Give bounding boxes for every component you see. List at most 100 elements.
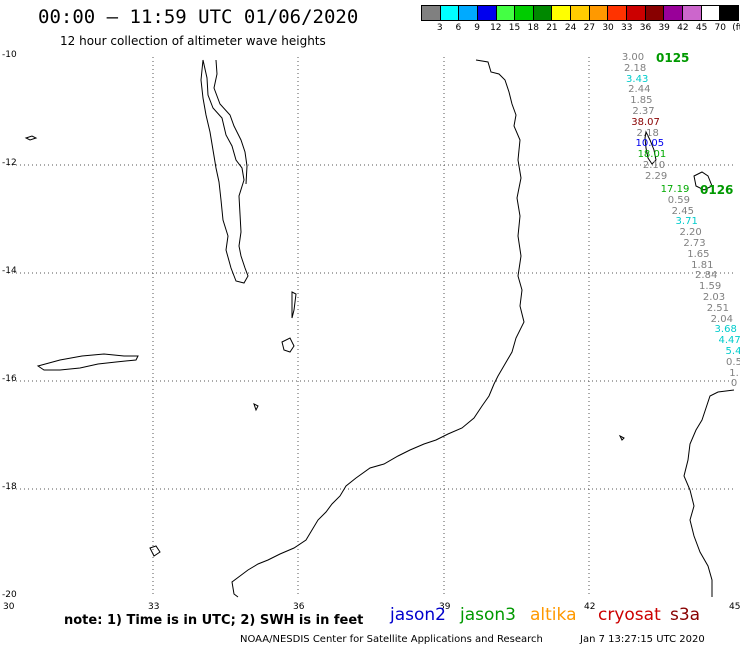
timestamp-text: Jan 7 13:27:15 UTC 2020 [580, 634, 705, 645]
satellite-legend-item: s3a [670, 605, 701, 625]
wave-height-value: 3.68 [714, 324, 737, 336]
map-title: 00:00 – 11:59 UTC 01/06/2020 [38, 6, 359, 28]
wave-height-value: 2.73 [683, 238, 706, 249]
scale-label: 9 [474, 23, 480, 33]
pass-id: 0126 [700, 183, 734, 197]
scale-label: 36 [639, 23, 652, 33]
wave-height-value: 2.84 [695, 270, 718, 282]
scale-label: 70 [714, 23, 727, 33]
latitude-label: -16 [2, 374, 17, 384]
lake-small-1 [291, 291, 297, 319]
wave-height-value: 2.37 [632, 106, 655, 117]
scale-label: 33 [621, 23, 633, 33]
wave-height-value: 1.59 [698, 281, 722, 293]
scale-label: 27 [583, 23, 596, 33]
scale-label: 18 [527, 23, 539, 33]
scale-label: 24 [564, 23, 577, 33]
scale-swatch [720, 6, 738, 20]
wave-height-value: 3.00 [621, 52, 645, 63]
mayotte [693, 171, 713, 191]
scale-swatch [440, 6, 460, 20]
scale-label: 6 [455, 23, 462, 33]
longitude-label: 33 [148, 602, 160, 612]
scale-swatch [589, 6, 609, 20]
wave-height-value: 0.59 [667, 194, 691, 206]
latitude-label: -18 [2, 482, 17, 492]
scale-swatch [552, 6, 572, 20]
wave-height-value: 38.07 [631, 116, 660, 128]
scale-swatch [682, 6, 702, 20]
scale-label: 3 [436, 23, 443, 33]
credit-text: NOAA/NESDIS Center for Satellite Applica… [240, 634, 543, 645]
scale-label: 42 [677, 23, 689, 33]
lake-kariba [36, 353, 139, 371]
wave-height-value: 1.85 [630, 95, 653, 107]
scale-swatch [571, 6, 590, 20]
scale-label: 45 [695, 23, 708, 33]
map-subtitle: 12 hour collection of altimeter wave hei… [60, 34, 326, 48]
longitude-label: 39 [439, 602, 451, 612]
scale-label: 12 [490, 23, 502, 33]
wave-height-value: 1. [729, 367, 739, 379]
wave-height-value: 3.43 [626, 73, 649, 85]
wave-height-value: 2.29 [644, 170, 668, 182]
scale-swatch [701, 6, 721, 20]
scale-swatch [608, 6, 628, 20]
latitude-label: -10 [2, 50, 17, 60]
mozambique-coast [231, 59, 525, 598]
cahora-bassa-mark [149, 545, 161, 557]
wave-height-value: 2.45 [671, 205, 694, 217]
islet-1 [253, 403, 259, 412]
scale-swatch [477, 6, 497, 20]
wave-height-value: 0.5 [726, 356, 740, 368]
wave-height-value: 17.19 [660, 184, 690, 195]
wave-height-value: 1.81 [691, 259, 714, 271]
scale-label: (ft) [732, 23, 740, 33]
wave-height-value: 2.44 [628, 84, 651, 96]
scale-label: 30 [602, 23, 614, 33]
wave-height-value: 5.4 [725, 346, 740, 357]
latitude-label: -20 [2, 590, 17, 600]
lake-malawi-shore [200, 59, 249, 284]
satellite-legend-item: jason2 [390, 605, 446, 625]
islet-2 [618, 434, 625, 441]
satellite-legend-item: cryosat [598, 605, 661, 625]
wave-height-value: 2.18 [623, 62, 647, 74]
scale-label: 39 [658, 23, 670, 33]
wave-height-value: 10.05 [635, 138, 665, 150]
pass-id: 0125 [656, 51, 690, 65]
scale-label: 15 [508, 23, 521, 33]
scale-swatch [627, 6, 646, 20]
scale-swatch [496, 6, 516, 20]
latitude-label: -12 [2, 158, 17, 168]
wave-height-value: 1.65 [687, 248, 710, 260]
scale-swatch [645, 6, 665, 20]
scale-swatch [459, 6, 478, 20]
lake-malawi-east-shore [213, 59, 248, 185]
scale-swatch [533, 6, 553, 20]
wave-height-value: 2.10 [642, 160, 666, 171]
satellite-legend-item: jason3 [460, 605, 516, 625]
scale-label: 21 [546, 23, 558, 33]
coastlines [24, 59, 735, 598]
longitude-label: 45 [729, 602, 740, 612]
wave-height-value: 18.01 [637, 149, 667, 161]
wave-height-value: 2.18 [636, 127, 659, 139]
wave-height-value: 2.20 [679, 227, 702, 239]
latitude-label: -14 [2, 266, 17, 276]
wave-height-value: 4.47 [718, 335, 740, 347]
wave-height-value: 2.04 [710, 313, 733, 325]
scale-swatch [515, 6, 534, 20]
graticule [8, 57, 734, 597]
wave-height-value: 3.71 [675, 216, 698, 228]
scale-swatch [422, 6, 441, 20]
lake-west-1 [24, 135, 38, 141]
satellite-legend-item: altika [530, 605, 577, 625]
lake-chilwa [281, 337, 295, 353]
wave-height-value: 2.51 [706, 302, 730, 314]
footer-note: note: 1) Time is in UTC; 2) SWH is in fe… [64, 613, 364, 628]
longitude-label: 36 [293, 602, 305, 612]
